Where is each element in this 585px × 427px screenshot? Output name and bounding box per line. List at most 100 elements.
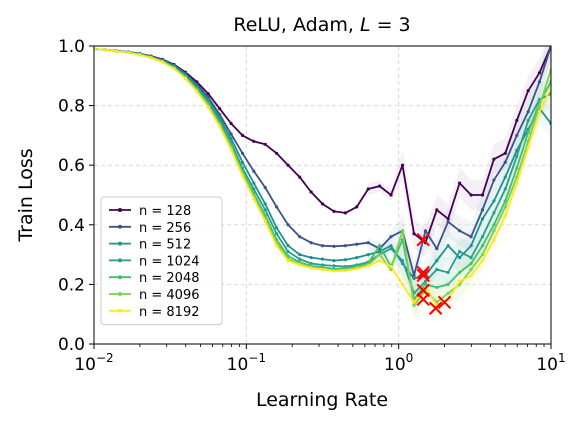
data-point (537, 104, 542, 108)
data-point (469, 256, 473, 260)
data-point (458, 279, 462, 283)
data-point (423, 279, 428, 283)
data-point (446, 291, 450, 295)
title-suffix: = 3 (371, 14, 411, 36)
data-point (366, 241, 370, 245)
data-point (469, 261, 473, 266)
data-point (537, 80, 542, 84)
data-point (218, 124, 222, 129)
legend-swatch-marker (118, 208, 122, 212)
data-point (240, 151, 245, 155)
data-point (309, 261, 313, 266)
data-point (275, 205, 279, 209)
legend-entry: n = 128 (109, 204, 191, 219)
band-n256 (368, 46, 551, 291)
data-point (286, 244, 290, 248)
data-point (469, 193, 473, 197)
data-point (286, 250, 290, 254)
data-point (252, 187, 256, 191)
data-point (526, 130, 530, 134)
data-point (343, 244, 347, 248)
data-point (446, 270, 450, 275)
data-point (458, 229, 462, 233)
data-point (412, 300, 416, 304)
legend-label: n = 2048 (139, 271, 199, 286)
data-point (503, 199, 507, 203)
data-point (355, 267, 359, 271)
legend-entry: n = 4096 (109, 288, 199, 303)
data-point (435, 267, 439, 272)
data-point (240, 174, 245, 178)
legend-swatch-marker (118, 241, 122, 246)
data-point (252, 139, 256, 143)
data-point (446, 282, 450, 286)
data-point (526, 118, 530, 123)
data-point (343, 269, 347, 273)
data-point (149, 56, 153, 60)
data-point (480, 253, 485, 257)
data-point (366, 187, 370, 191)
legend-entry: n = 2048 (109, 271, 199, 286)
data-point (526, 89, 530, 93)
data-point (332, 244, 336, 248)
data-point (515, 154, 519, 158)
data-point (286, 163, 290, 167)
data-point (286, 223, 290, 227)
data-point (458, 250, 462, 254)
data-point (412, 303, 416, 307)
data-point (400, 282, 405, 286)
x-tick-label: 100 (384, 351, 413, 375)
legend-swatch-marker (118, 308, 122, 313)
x-tick-label: 10−2 (74, 351, 113, 375)
data-point (366, 253, 370, 257)
data-point (332, 259, 336, 263)
data-point (286, 259, 290, 263)
y-tick-label: 0.2 (58, 275, 85, 295)
min-marker (437, 295, 452, 309)
data-point (515, 118, 519, 123)
legend-box (100, 196, 223, 326)
data-point (480, 208, 485, 212)
data-point (515, 133, 519, 137)
data-point (206, 105, 210, 109)
data-point (492, 238, 496, 242)
data-point (389, 244, 393, 248)
data-point (343, 211, 347, 215)
axis-ticks: 0.0 0.2 0.4 0.6 0.8 1.0 10−2 10−1 100 101 (58, 37, 566, 375)
data-point (492, 211, 496, 215)
data-point (263, 219, 267, 223)
min-marker (416, 232, 430, 247)
y-tick-label: 0.6 (58, 156, 85, 176)
band-n2048 (368, 66, 551, 315)
data-point (263, 208, 267, 212)
y-axis-label: Train Loss (15, 148, 37, 242)
data-point (435, 285, 439, 289)
data-point (503, 187, 507, 191)
data-point (515, 166, 519, 170)
data-point (412, 232, 416, 236)
data-point (400, 229, 405, 233)
legend-label: n = 256 (139, 221, 191, 236)
data-point (378, 259, 382, 263)
legend-entry: n = 512 (109, 238, 191, 253)
uncertainty-bands (368, 46, 551, 321)
data-point (320, 265, 325, 269)
data-point (458, 181, 462, 185)
data-point (537, 71, 542, 75)
data-point (423, 229, 428, 233)
data-point (332, 264, 336, 268)
data-point (378, 253, 382, 257)
y-tick-label: 0.4 (58, 216, 85, 236)
data-point (298, 175, 302, 179)
data-point (252, 169, 256, 173)
legend-label: n = 8192 (139, 305, 199, 320)
data-point (503, 175, 507, 179)
min-marker (416, 265, 430, 280)
data-point (446, 244, 450, 248)
legend-label: n = 1024 (139, 254, 199, 269)
data-point (115, 49, 119, 53)
x-tick-label: 101 (536, 351, 565, 375)
data-point (400, 163, 405, 167)
data-point (138, 53, 142, 57)
